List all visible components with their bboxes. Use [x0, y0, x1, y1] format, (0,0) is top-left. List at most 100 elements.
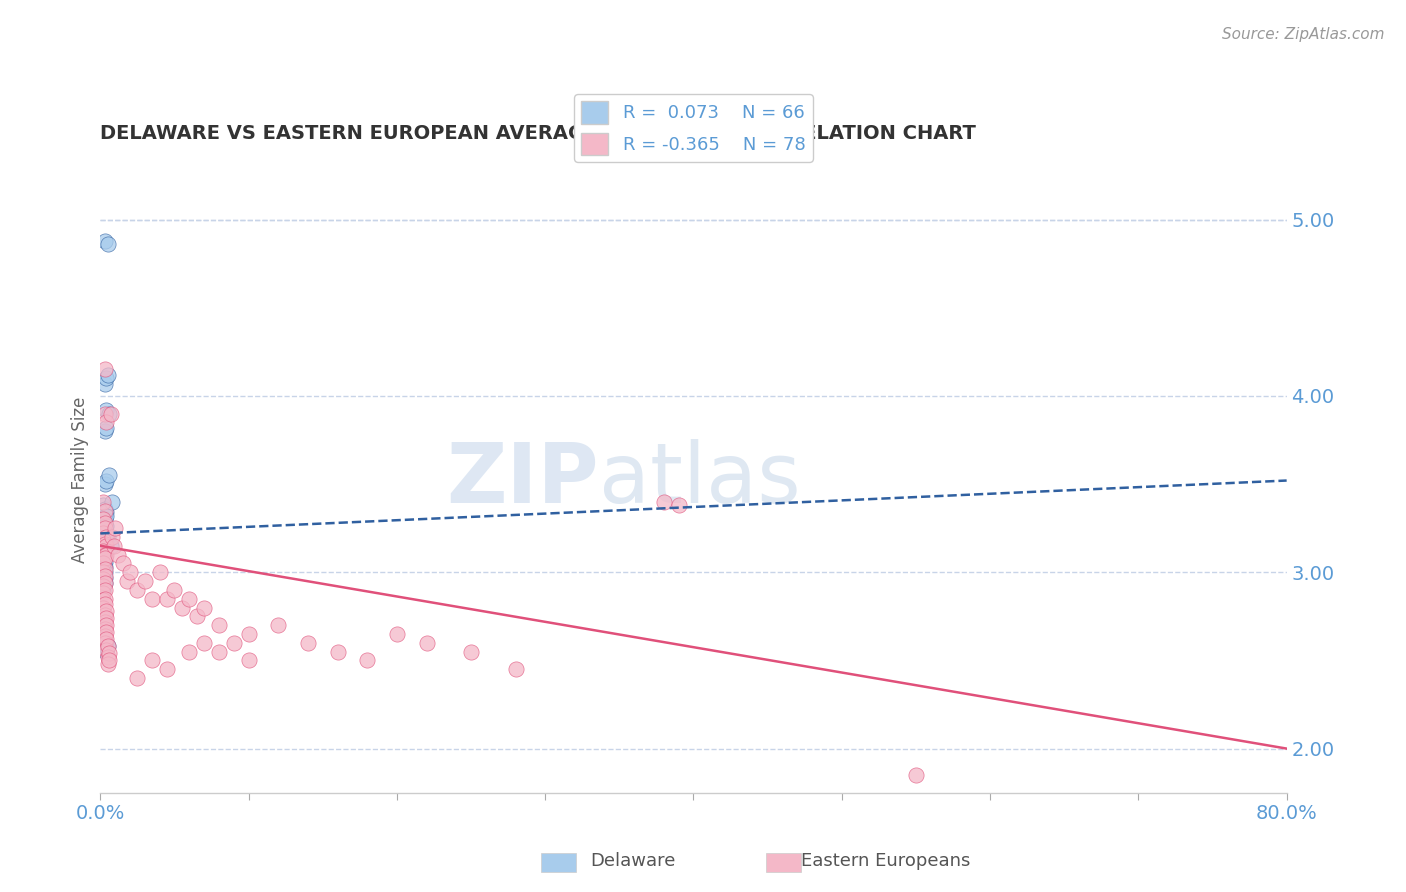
Point — [100, 407, 122, 421]
Point — [94, 622, 117, 636]
Point — [326, 644, 349, 658]
Point — [91, 512, 114, 526]
Point — [91, 632, 114, 647]
Point — [415, 636, 437, 650]
Point — [97, 640, 120, 654]
Point — [208, 618, 231, 632]
Point — [141, 653, 163, 667]
Point — [96, 508, 118, 523]
Point — [94, 477, 117, 491]
Point — [97, 657, 120, 671]
Point — [90, 615, 112, 629]
Point — [170, 600, 193, 615]
Point — [91, 618, 114, 632]
Point — [97, 237, 120, 252]
Point — [94, 615, 117, 629]
Point — [222, 636, 245, 650]
Point — [91, 516, 114, 530]
Point — [91, 572, 114, 586]
Point — [97, 368, 120, 382]
Point — [91, 572, 114, 586]
Point — [238, 653, 260, 667]
Point — [104, 521, 127, 535]
Point — [91, 526, 114, 541]
Point — [90, 548, 112, 562]
Point — [98, 468, 121, 483]
Point — [90, 568, 112, 582]
Point — [91, 600, 114, 615]
Point — [91, 566, 114, 580]
Point — [668, 498, 690, 512]
Point — [94, 548, 117, 562]
Text: ZIP: ZIP — [446, 439, 599, 520]
Legend: R =  0.073    N = 66, R = -0.365    N = 78: R = 0.073 N = 66, R = -0.365 N = 78 — [574, 95, 813, 161]
Point — [208, 644, 231, 658]
Point — [96, 530, 118, 544]
Point — [94, 516, 117, 530]
Point — [90, 579, 112, 593]
Y-axis label: Average Family Size: Average Family Size — [72, 396, 89, 563]
Point — [94, 607, 117, 622]
Point — [96, 625, 118, 640]
Point — [94, 568, 117, 582]
Point — [94, 575, 117, 590]
Point — [96, 611, 118, 625]
Point — [94, 501, 117, 516]
Point — [107, 548, 129, 562]
Point — [91, 544, 114, 558]
Point — [163, 582, 186, 597]
Point — [94, 560, 117, 574]
Point — [904, 768, 927, 782]
Point — [98, 646, 121, 660]
Point — [94, 575, 117, 590]
Point — [101, 530, 124, 544]
Point — [356, 653, 378, 667]
Point — [91, 494, 114, 508]
Point — [96, 371, 118, 385]
Point — [94, 566, 117, 580]
Point — [94, 526, 117, 541]
Point — [94, 549, 117, 564]
Point — [94, 597, 117, 611]
Point — [91, 566, 114, 581]
Text: DELAWARE VS EASTERN EUROPEAN AVERAGE FAMILY SIZE CORRELATION CHART: DELAWARE VS EASTERN EUROPEAN AVERAGE FAM… — [100, 124, 976, 143]
Point — [90, 555, 112, 569]
Point — [90, 533, 112, 548]
Point — [91, 557, 114, 571]
Point — [186, 609, 208, 624]
Point — [94, 503, 117, 517]
Point — [91, 498, 114, 512]
Point — [91, 586, 114, 600]
Point — [90, 586, 112, 600]
Point — [179, 591, 201, 606]
Point — [90, 622, 112, 636]
Point — [94, 546, 117, 560]
Point — [297, 636, 319, 650]
Point — [97, 530, 120, 544]
Point — [90, 558, 112, 573]
Point — [115, 574, 138, 588]
Point — [91, 551, 114, 566]
Point — [94, 582, 117, 597]
Point — [94, 424, 117, 438]
Point — [94, 555, 117, 569]
Text: Delaware: Delaware — [591, 852, 676, 870]
Point — [127, 582, 149, 597]
Point — [385, 627, 408, 641]
Point — [156, 591, 179, 606]
Point — [94, 551, 117, 566]
Point — [94, 570, 117, 584]
Point — [505, 662, 527, 676]
Point — [91, 533, 114, 548]
Point — [94, 533, 117, 548]
Point — [94, 541, 117, 555]
Point — [90, 636, 112, 650]
Point — [91, 557, 114, 571]
Point — [96, 632, 118, 647]
Point — [94, 376, 117, 391]
Point — [94, 629, 117, 643]
Point — [96, 548, 118, 562]
Point — [101, 494, 124, 508]
Point — [91, 544, 114, 558]
Point — [96, 505, 118, 519]
